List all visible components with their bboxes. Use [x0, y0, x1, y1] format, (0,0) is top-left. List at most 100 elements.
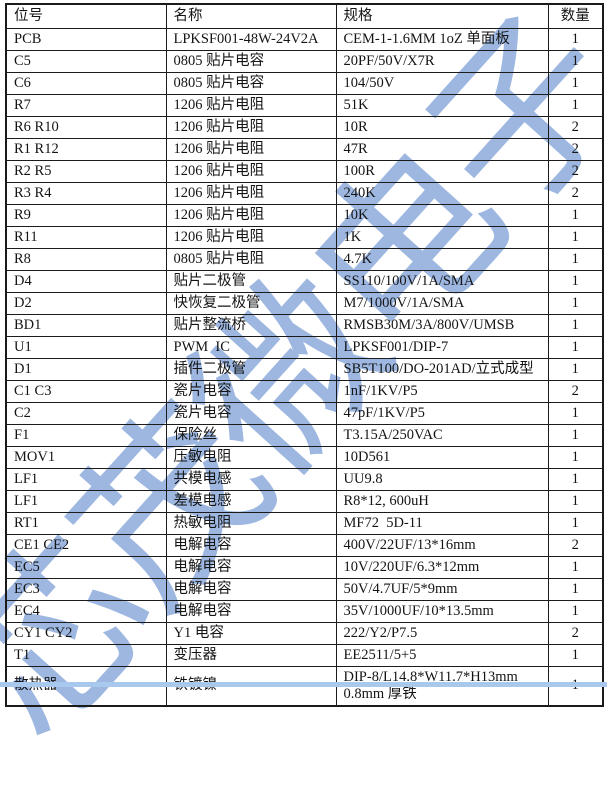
cell-ref: T1: [5, 644, 167, 667]
cell-qty: 1: [547, 424, 604, 447]
table-row: C5 0805 贴片电容 20PF/50V/X7R 1: [5, 50, 604, 73]
cell-part-name: 共模电感: [165, 468, 337, 491]
cell-spec: 10K: [335, 204, 549, 227]
bom-table: 位号 名称 规格 数量 PCB LPKSF001-48W-24V2A CEM-1-1.6M…: [5, 3, 604, 707]
table-row: C1 C3 瓷片电容 1nF/1KV/P5 2: [5, 380, 604, 403]
cell-ref: C6: [5, 72, 167, 95]
cell-spec: 50V/4.7UF/5*9mm: [335, 578, 549, 601]
table-row: CE1 CE2 电解电容 400V/22UF/13*16mm 2: [5, 534, 604, 557]
table-row: LF1 差模电感 R8*12, 600uH 1: [5, 490, 604, 513]
cell-part-name: 0805 贴片电容: [165, 50, 337, 73]
table-row: PCB LPKSF001-48W-24V2A CEM-1-1.6MM 1oZ 单面板…: [5, 28, 604, 51]
cell-qty: 1: [547, 490, 604, 513]
cell-qty: 1: [547, 204, 604, 227]
cell-part-name: 瓷片电容: [165, 402, 337, 425]
cell-part-name: 变压器: [165, 644, 337, 667]
cell-qty: 1: [547, 512, 604, 535]
table-row: R2 R5 1206 贴片电阻 100R 2: [5, 160, 604, 183]
table-row: R9 1206 贴片电阻 10K 1: [5, 204, 604, 227]
table-row: BD1 贴片整流桥 RMSB30M/3A/800V/UMSB 1: [5, 314, 604, 337]
cell-ref: U1: [5, 336, 167, 359]
table-row: LF1 共模电感 UU9.8 1: [5, 468, 604, 491]
cell-ref: C1 C3: [5, 380, 167, 403]
cell-spec: 4.7K: [335, 248, 549, 271]
cell-spec: T3.15A/250VAC: [335, 424, 549, 447]
cell-ref: R1 R12: [5, 138, 167, 161]
cell-qty: 1: [547, 644, 604, 667]
cell-spec: 104/50V: [335, 72, 549, 95]
table-row: EC5 电解电容 10V/220UF/6.3*12mm 1: [5, 556, 604, 579]
bom-page: { "watermark": { "text": "芯茂微电子", "color…: [0, 0, 607, 774]
cell-qty: 1: [547, 226, 604, 249]
cell-part-name: 1206 贴片电阻: [165, 160, 337, 183]
cell-ref: LF1: [5, 490, 167, 513]
cell-spec: UU9.8: [335, 468, 549, 491]
cell-ref: R7: [5, 94, 167, 117]
cell-qty: 1: [547, 402, 604, 425]
cell-part-name: 快恢复二极管: [165, 292, 337, 315]
cell-qty: 1: [547, 28, 604, 51]
cell-qty: 1: [547, 556, 604, 579]
table-row: T1 变压器 EE2511/5+5 1: [5, 644, 604, 667]
table-row: R3 R4 1206 贴片电阻 240K 2: [5, 182, 604, 205]
cell-ref: R11: [5, 226, 167, 249]
cell-qty: 2: [547, 534, 604, 557]
cell-qty: 2: [547, 160, 604, 183]
cell-spec: 47pF/1KV/P5: [335, 402, 549, 425]
cell-qty: 1: [547, 292, 604, 315]
cell-part-name: 1206 贴片电阻: [165, 182, 337, 205]
cell-part-name: 1206 贴片电阻: [165, 138, 337, 161]
cell-spec: 47R: [335, 138, 549, 161]
cell-qty: 2: [547, 116, 604, 139]
cell-ref: EC4: [5, 600, 167, 623]
cell-part-name: 热敏电阻: [165, 512, 337, 535]
cell-ref: R2 R5: [5, 160, 167, 183]
cell-qty: 1: [547, 358, 604, 381]
cell-spec: 10D561: [335, 446, 549, 469]
cell-part-name: 1206 贴片电阻: [165, 94, 337, 117]
cell-spec: 240K: [335, 182, 549, 205]
cell-ref: PCB: [5, 28, 167, 51]
cell-qty: 1: [547, 578, 604, 601]
cell-part-name: 差模电感: [165, 490, 337, 513]
cell-part-name: Y1 电容: [165, 622, 337, 645]
cell-qty: 2: [547, 138, 604, 161]
cell-qty: 2: [547, 622, 604, 645]
cell-ref: EC5: [5, 556, 167, 579]
cell-ref: R9: [5, 204, 167, 227]
cell-qty: 1: [547, 336, 604, 359]
cell-spec: RMSB30M/3A/800V/UMSB: [335, 314, 549, 337]
table-row: EC3 电解电容 50V/4.7UF/5*9mm 1: [5, 578, 604, 601]
cell-part-name: 瓷片电容: [165, 380, 337, 403]
column-header-qty: 数量: [547, 3, 604, 29]
table-row: D1 插件二极管 SB5T100/DO-201AD/立式成型 1: [5, 358, 604, 381]
cell-spec: 20PF/50V/X7R: [335, 50, 549, 73]
table-row: D2 快恢复二极管 M7/1000V/1A/SMA 1: [5, 292, 604, 315]
cell-spec: LPKSF001/DIP-7: [335, 336, 549, 359]
table-row: D4 贴片二极管 SS110/100V/1A/SMA 1: [5, 270, 604, 293]
table-row: C6 0805 贴片电容 104/50V 1: [5, 72, 604, 95]
cell-spec: 400V/22UF/13*16mm: [335, 534, 549, 557]
cell-ref: RT1: [5, 512, 167, 535]
table-row: R6 R10 1206 贴片电阻 10R 2: [5, 116, 604, 139]
cell-part-name: 电解电容: [165, 534, 337, 557]
cell-ref: LF1: [5, 468, 167, 491]
table-row: EC4 电解电容 35V/1000UF/10*13.5mm 1: [5, 600, 604, 623]
cell-spec: SB5T100/DO-201AD/立式成型: [335, 358, 549, 381]
cell-spec: 51K: [335, 94, 549, 117]
cell-qty: 1: [547, 600, 604, 623]
cell-ref: CY1 CY2: [5, 622, 167, 645]
cell-ref: R3 R4: [5, 182, 167, 205]
table-body: PCB LPKSF001-48W-24V2A CEM-1-1.6MM 1oZ 单面板…: [5, 28, 604, 707]
cell-part-name: PWM IC: [165, 336, 337, 359]
cell-qty: 1: [547, 270, 604, 293]
cell-ref: D1: [5, 358, 167, 381]
cell-ref: R8: [5, 248, 167, 271]
cell-qty: 1: [547, 72, 604, 95]
cell-part-name: 贴片整流桥: [165, 314, 337, 337]
cell-part-name: 电解电容: [165, 556, 337, 579]
cell-spec: 10V/220UF/6.3*12mm: [335, 556, 549, 579]
cell-part-name: 压敏电阻: [165, 446, 337, 469]
cell-part-name: 1206 贴片电阻: [165, 116, 337, 139]
cell-qty: 1: [547, 94, 604, 117]
